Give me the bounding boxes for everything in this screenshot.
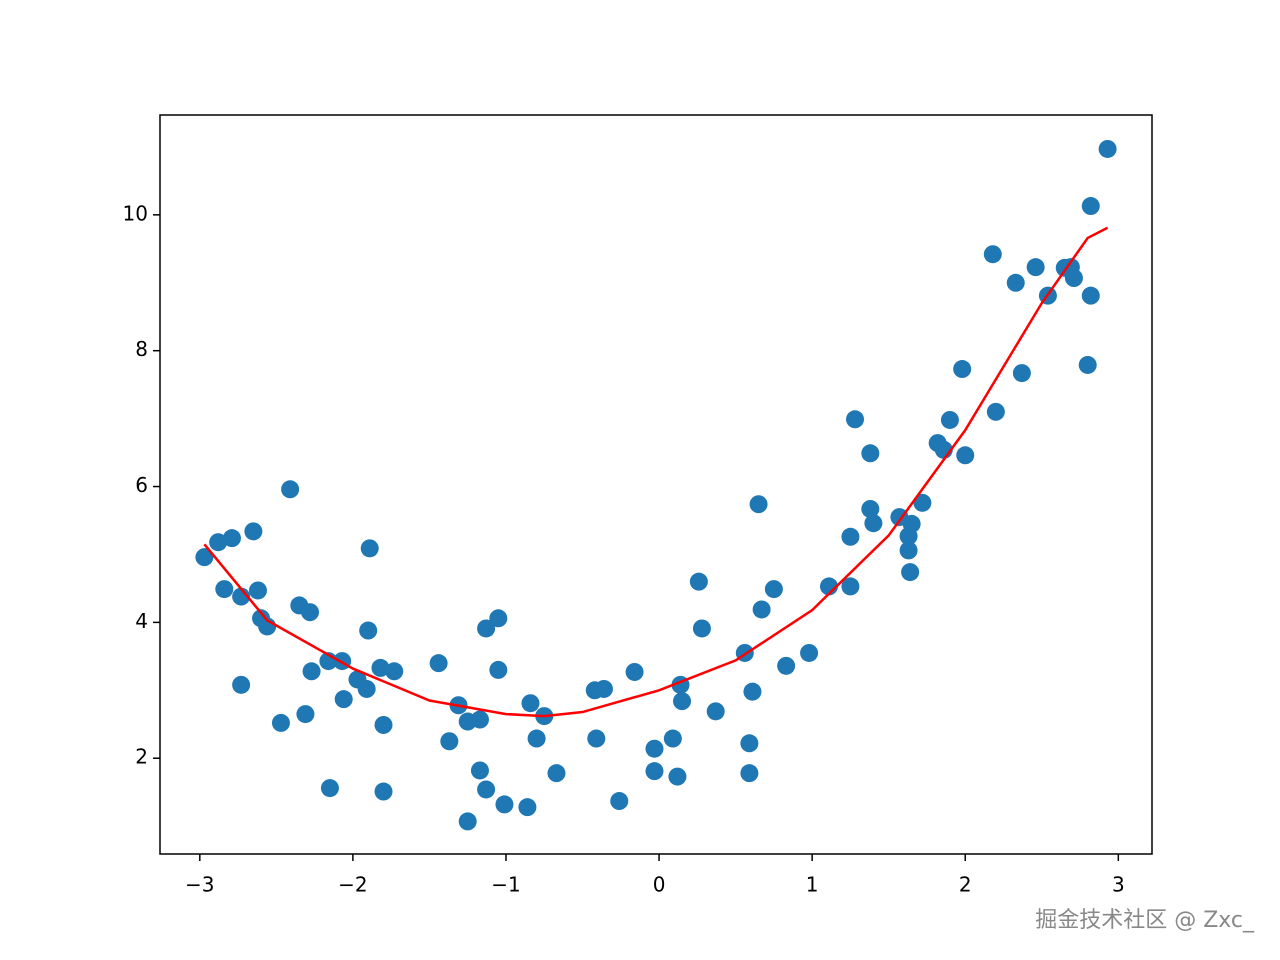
point [489, 609, 508, 628]
point [846, 410, 865, 429]
point [743, 682, 762, 701]
point [594, 679, 613, 698]
point [668, 767, 687, 786]
point [429, 654, 448, 673]
point [1006, 273, 1025, 292]
point [901, 563, 920, 582]
line [203, 226, 1109, 718]
point [518, 798, 537, 817]
point [477, 780, 496, 799]
point [610, 792, 629, 811]
point [521, 694, 540, 713]
point [440, 732, 459, 751]
point [320, 779, 339, 798]
point [1081, 197, 1100, 216]
point [800, 643, 819, 662]
point [663, 729, 682, 748]
point [777, 656, 796, 675]
point [359, 621, 378, 640]
point [222, 529, 241, 548]
point [334, 690, 353, 709]
point [1078, 355, 1097, 374]
point [645, 762, 664, 781]
x-tick-label: 3 [1112, 873, 1125, 897]
plot-frame [159, 114, 1153, 855]
point [470, 761, 489, 780]
point [986, 402, 1005, 421]
point [625, 662, 644, 681]
point [371, 658, 390, 677]
point [902, 514, 921, 533]
point [357, 679, 376, 698]
point [495, 795, 514, 814]
point [248, 581, 267, 600]
point [477, 619, 496, 638]
point [953, 360, 972, 379]
x-tick-label: 2 [959, 873, 972, 897]
point [232, 587, 251, 606]
point [983, 245, 1002, 264]
point [740, 734, 759, 753]
point [281, 480, 300, 499]
watermark: 掘金技术社区 @ Zxc_ [1035, 908, 1255, 933]
point [271, 713, 290, 732]
point [385, 662, 404, 681]
point [547, 764, 566, 783]
point [1064, 269, 1083, 288]
point [360, 539, 379, 558]
point [864, 514, 883, 533]
point [232, 675, 251, 694]
x-tick-label: 1 [806, 873, 819, 897]
point [470, 710, 489, 729]
point [527, 729, 546, 748]
point [296, 705, 315, 724]
point [740, 764, 759, 783]
point [752, 600, 771, 619]
point [244, 522, 263, 541]
x-tick-label: −2 [338, 873, 367, 897]
point [956, 446, 975, 465]
point [195, 548, 214, 567]
point [1012, 364, 1031, 383]
point [301, 603, 320, 622]
point [1098, 139, 1117, 158]
point [689, 572, 708, 591]
point [489, 660, 508, 679]
point [749, 495, 768, 514]
point [215, 580, 234, 599]
y-tick-label: 2 [135, 745, 148, 769]
point [1026, 258, 1045, 277]
point [913, 493, 932, 512]
y-tick-label: 8 [135, 337, 148, 361]
y-tick-label: 4 [135, 609, 148, 633]
point [841, 527, 860, 546]
x-tick-label: −3 [185, 873, 214, 897]
y-tick-label: 6 [135, 473, 148, 497]
point [1081, 286, 1100, 305]
point [673, 692, 692, 711]
point [374, 715, 393, 734]
point [764, 580, 783, 599]
point [302, 662, 321, 681]
point [458, 812, 477, 831]
point [841, 577, 860, 596]
point [209, 533, 228, 552]
point [706, 702, 725, 721]
x-tick-label: −1 [491, 873, 520, 897]
point [692, 619, 711, 638]
point [940, 410, 959, 429]
point [861, 499, 880, 518]
point [899, 541, 918, 560]
point [645, 739, 664, 758]
point [861, 444, 880, 463]
y-tick-label: 10 [123, 201, 148, 225]
x-tick-label: 0 [653, 873, 666, 897]
point [374, 782, 393, 801]
point [587, 729, 606, 748]
